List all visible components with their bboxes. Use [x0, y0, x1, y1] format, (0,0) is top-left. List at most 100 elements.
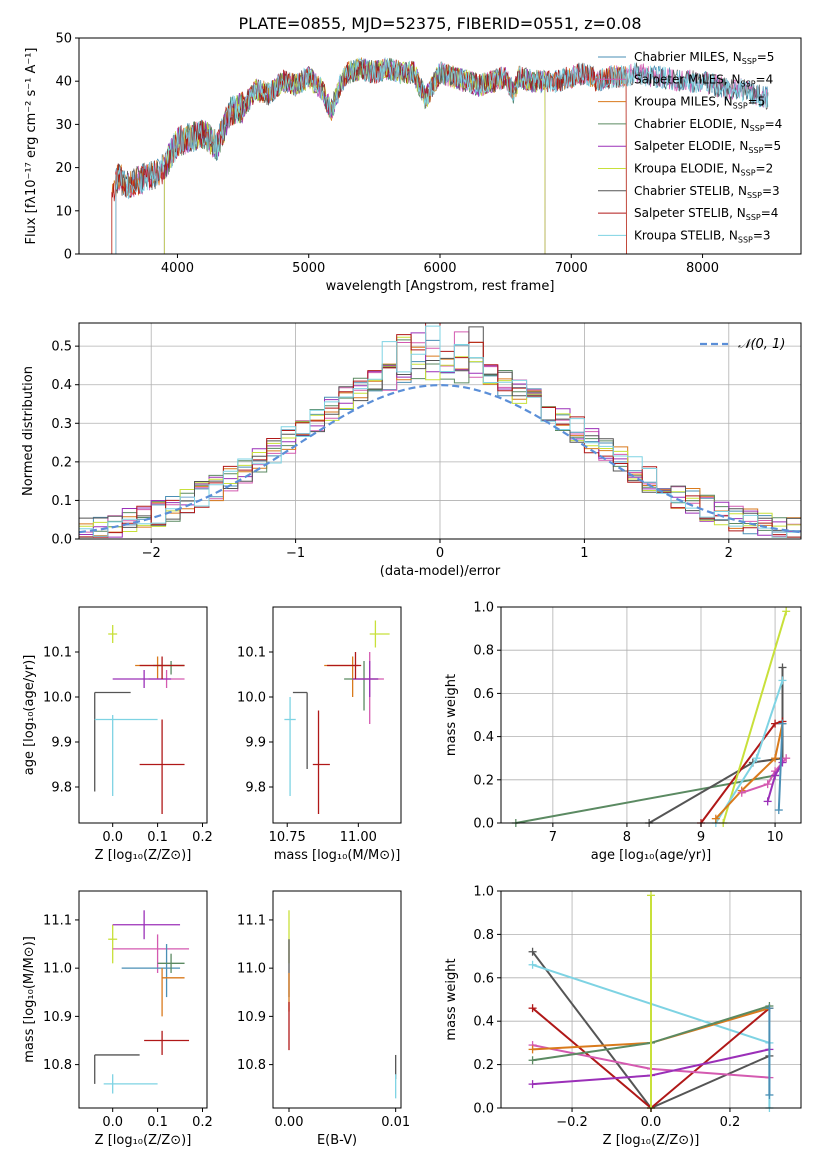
x-axis-label: (data-model)/error — [380, 564, 501, 579]
y-tick-label: 10.9 — [237, 1010, 266, 1025]
y-tick-label: 9.8 — [51, 781, 72, 796]
x-tick-label: −0.2 — [556, 1115, 588, 1130]
legend-label-main: Kroupa STELIB, N — [634, 228, 738, 242]
legend-label: Kroupa ELODIE, NSSP=2 — [634, 162, 773, 178]
legend-label-suffix: =3 — [762, 184, 780, 198]
y-axis-label: Flux [fλ10⁻¹⁷ erg cm⁻² s⁻¹ A⁻¹] — [24, 48, 39, 245]
normal-curve — [79, 383, 801, 534]
axes-frame — [272, 606, 402, 824]
y-axis-label: Normed distribution — [21, 366, 36, 496]
x-tick-label: 0.2 — [192, 830, 213, 845]
y-tick-label: 0.4 — [473, 730, 494, 745]
spectrum-line — [111, 59, 627, 254]
y-tick-label: 0.5 — [51, 340, 72, 355]
y-tick-label: 10.1 — [43, 646, 72, 661]
legend-label-suffix: =4 — [765, 117, 783, 131]
y-tick-label: 0.2 — [51, 455, 72, 470]
legend-label-sub: SSP — [746, 213, 761, 222]
x-tick-label: 5000 — [292, 261, 325, 276]
x-axis-label: E(B-V) — [317, 1133, 357, 1148]
x-tick-label: 10 — [767, 830, 784, 845]
x-tick-label: 7000 — [555, 261, 588, 276]
x-tick-label: 7 — [549, 830, 557, 845]
y-tick-label: 10.8 — [43, 1058, 72, 1073]
y-tick-label: 40 — [55, 75, 72, 90]
y-tick-label: 20 — [55, 161, 72, 176]
histogram-step — [79, 339, 801, 538]
legend-label-sub: SSP — [747, 191, 762, 200]
weight-line — [715, 723, 784, 820]
y-tick-label: 0.6 — [473, 971, 494, 986]
y-tick-label: 0.0 — [51, 533, 72, 548]
legend-label-suffix: =4 — [756, 72, 774, 86]
x-tick-label: 0.01 — [381, 1115, 410, 1130]
y-axis-label: mass weight — [444, 958, 459, 1040]
legend-label: Chabrier MILES, NSSP=5 — [634, 50, 774, 66]
legend-label-sub: SSP — [738, 235, 753, 244]
x-axis-label: age [log₁₀(age/yr)] — [591, 848, 712, 863]
legend-label: 𝒩(0, 1) — [738, 337, 785, 352]
weight-line — [648, 667, 784, 824]
x-tick-label: −2 — [142, 546, 161, 561]
y-tick-label: 10.0 — [237, 691, 266, 706]
legend-label-main: Salpeter STELIB, N — [634, 206, 746, 220]
y-tick-label: 1.0 — [473, 601, 494, 616]
weight-line — [777, 723, 784, 811]
x-axis-label: mass [log₁₀(M/M⊙)] — [274, 848, 401, 863]
legend-label: Kroupa STELIB, NSSP=3 — [634, 228, 771, 244]
x-axis-label: wavelength [Angstrom, rest frame] — [326, 279, 555, 294]
x-tick-label: 0.0 — [102, 830, 123, 845]
y-tick-label: 0 — [64, 248, 72, 263]
axes-frame — [78, 606, 208, 824]
y-tick-label: 30 — [55, 118, 72, 133]
weight-line — [515, 774, 776, 824]
y-tick-label: 0.2 — [473, 773, 494, 788]
y-tick-label: 11.1 — [237, 913, 266, 928]
x-tick-label: 2 — [725, 546, 733, 561]
legend-label-sub: SSP — [750, 124, 765, 133]
x-tick-label: 0 — [436, 546, 444, 561]
y-tick-label: 0.6 — [473, 687, 494, 702]
x-axis-label: Z [log₁₀(Z/Z⊙)] — [95, 848, 192, 863]
legend-label-suffix: =5 — [748, 95, 766, 109]
weight-line — [722, 611, 788, 824]
legend-label-main: Chabrier ELODIE, N — [634, 117, 750, 131]
x-tick-label: 8 — [623, 830, 631, 845]
x-tick-label: 0.2 — [192, 1115, 213, 1130]
axes-frame — [78, 890, 208, 1109]
legend-label: Salpeter ELODIE, NSSP=5 — [634, 139, 781, 155]
x-tick-label: −1 — [286, 546, 305, 561]
histogram-group — [79, 323, 801, 538]
y-tick-label: 50 — [55, 32, 72, 47]
x-axis-label: Z [log₁₀(Z/Z⊙)] — [95, 1133, 192, 1148]
y-tick-label: 9.9 — [51, 736, 72, 751]
legend-label: Salpeter STELIB, NSSP=4 — [634, 206, 778, 222]
y-tick-label: 0.4 — [51, 378, 72, 393]
y-tick-label: 11.1 — [43, 913, 72, 928]
legend-label-sub: SSP — [742, 57, 757, 66]
legend-label-sub: SSP — [748, 146, 763, 155]
x-tick-label: 6000 — [423, 261, 456, 276]
y-tick-label: 10 — [55, 204, 72, 219]
legend-label-suffix: =4 — [761, 206, 779, 220]
legend-label-sub: SSP — [741, 169, 756, 178]
y-tick-label: 0.4 — [473, 1015, 494, 1030]
axes-frame — [500, 606, 802, 824]
legend-label-sub: SSP — [741, 79, 756, 88]
y-axis-label: mass weight — [444, 674, 459, 756]
y-tick-label: 9.9 — [245, 736, 266, 751]
x-axis-label: Z [log₁₀(Z/Z⊙)] — [603, 1133, 700, 1148]
legend-label-main: Chabrier STELIB, N — [634, 184, 747, 198]
x-tick-label: 0.00 — [275, 1115, 304, 1130]
x-tick-label: 9 — [697, 830, 705, 845]
x-tick-label: 4000 — [161, 261, 194, 276]
y-tick-label: 0.0 — [473, 1102, 494, 1117]
legend-label-sub: SSP — [733, 102, 748, 111]
legend-label-suffix: =5 — [763, 139, 781, 153]
legend-label-main: Salpeter ELODIE, N — [634, 139, 748, 153]
y-tick-label: 0.1 — [51, 494, 72, 509]
y-tick-label: 1.0 — [473, 885, 494, 900]
x-tick-label: 0.0 — [102, 1115, 123, 1130]
legend-label-main: Kroupa ELODIE, N — [634, 162, 741, 176]
